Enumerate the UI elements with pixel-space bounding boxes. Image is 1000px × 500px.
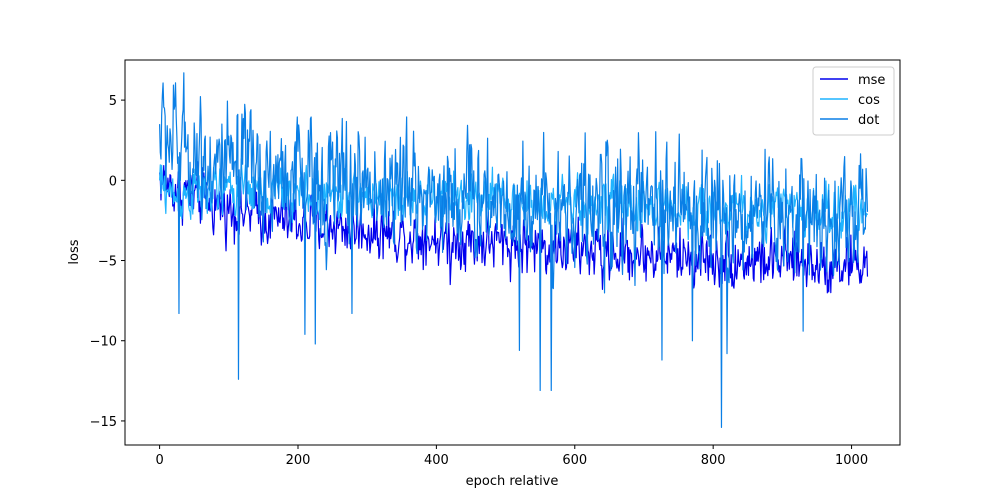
y-tick-label: −5	[98, 255, 117, 270]
legend-label-mse: mse	[858, 73, 885, 88]
legend-label-cos: cos	[858, 93, 880, 108]
series-line-dot	[159, 72, 869, 428]
x-tick-label: 200	[286, 453, 311, 468]
plot-frame	[124, 59, 901, 446]
y-axis: 5 0 −5 −10 −15	[90, 94, 125, 430]
x-tick-label: 600	[562, 453, 587, 468]
y-tick-label: −10	[90, 335, 117, 350]
y-axis-label: loss	[67, 239, 82, 264]
legend-label-dot: dot	[858, 113, 879, 128]
x-tick-label: 800	[701, 453, 726, 468]
legend-box	[812, 66, 895, 136]
x-tick-label: 0	[155, 453, 163, 468]
series-layer	[159, 72, 869, 428]
x-tick-label: 400	[424, 453, 449, 468]
y-tick-label: −15	[90, 415, 117, 430]
x-tick-label: 1000	[835, 453, 868, 468]
x-axis-label: epoch relative	[466, 474, 559, 489]
x-axis: 0 200 400 600 800 1000	[155, 445, 868, 468]
y-tick-label: 0	[109, 174, 117, 189]
legend: mse cos dot	[812, 66, 895, 136]
y-tick-label: 5	[109, 94, 117, 109]
